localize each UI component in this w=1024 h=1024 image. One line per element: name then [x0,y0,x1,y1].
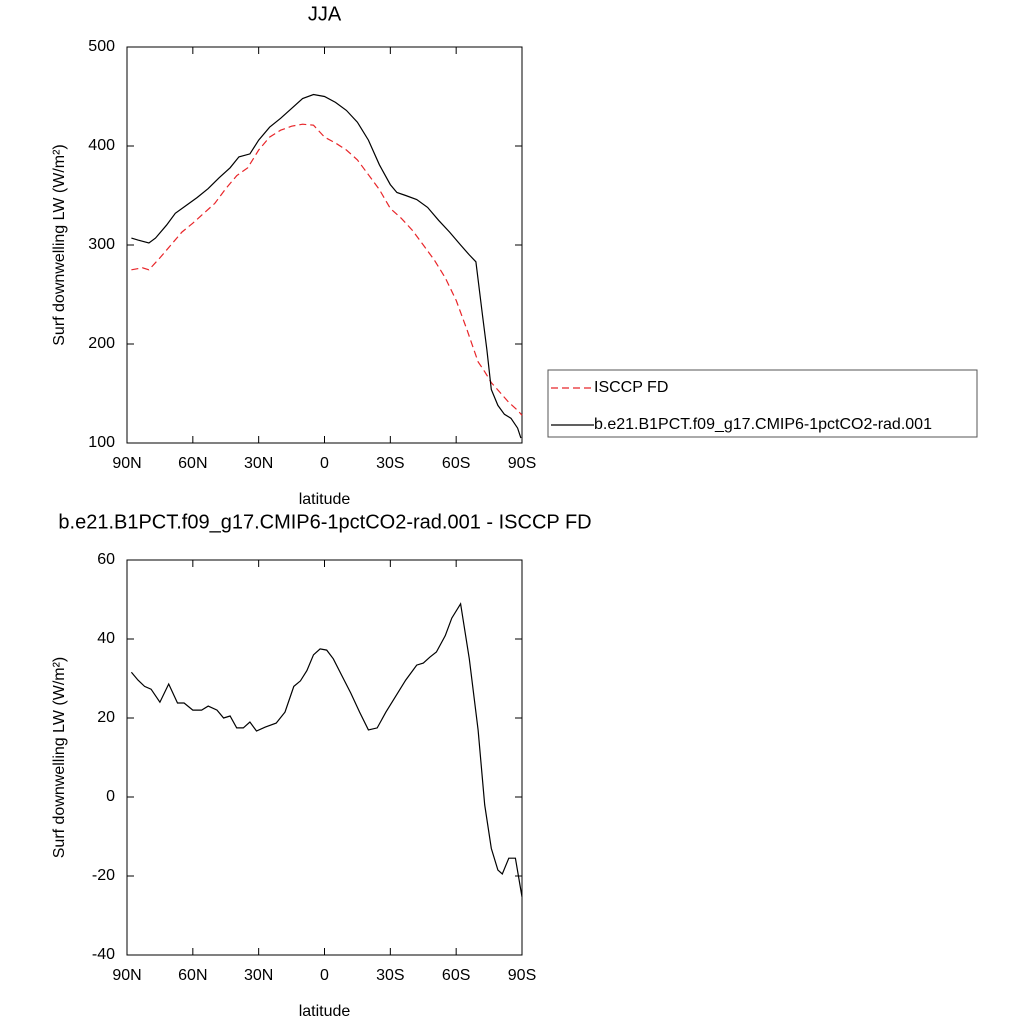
x-tick-label: 90N [112,455,141,472]
y-tick-label: 500 [88,38,115,55]
x-tick-label: 90N [112,967,141,984]
x-axis-label: latitude [299,491,351,508]
x-tick-label: 30N [244,455,273,472]
x-axis-label: latitude [299,1003,351,1020]
y-tick-label: -20 [92,867,115,884]
y-axis-label: Surf downwelling LW (W/m²) [51,657,68,859]
y-tick-label: 20 [97,709,115,726]
x-tick-label: 60N [178,967,207,984]
y-tick-label: 0 [106,788,115,805]
x-tick-label: 0 [320,967,329,984]
y-tick-label: -40 [92,946,115,963]
y-tick-label: 200 [88,335,115,352]
y-tick-label: 60 [97,551,115,568]
y-axis-label: Surf downwelling LW (W/m²) [51,144,68,346]
data-line [131,93,522,439]
y-tick-label: 40 [97,630,115,647]
data-line [131,123,523,416]
data-line [130,602,523,898]
y-tick-label: 100 [88,434,115,451]
x-tick-label: 60S [442,967,470,984]
y-tick-label: 300 [88,236,115,253]
x-tick-label: 90S [508,967,536,984]
x-tick-label: 0 [320,455,329,472]
legend-label: b.e21.B1PCT.f09_g17.CMIP6-1pctCO2-rad.00… [594,416,932,433]
chart-title: b.e21.B1PCT.f09_g17.CMIP6-1pctCO2-rad.00… [58,511,591,533]
x-tick-label: 60N [178,455,207,472]
y-tick-label: 400 [88,137,115,154]
x-tick-label: 60S [442,455,470,472]
x-tick-label: 30S [376,455,404,472]
x-tick-label: 30N [244,967,273,984]
x-tick-label: 90S [508,455,536,472]
plot-frame [126,46,523,444]
legend-label: ISCCP FD [594,379,668,396]
chart-title: JJA [308,3,342,25]
legend-box [547,369,978,438]
x-tick-label: 30S [376,967,404,984]
